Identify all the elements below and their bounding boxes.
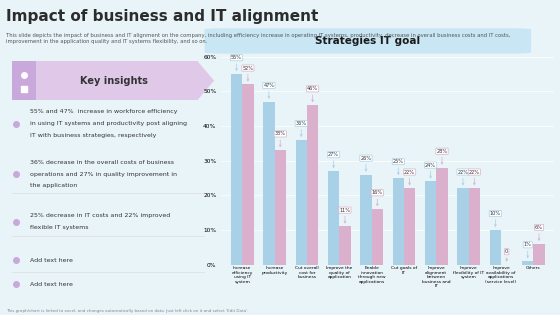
Bar [393, 178, 404, 265]
Text: 0: 0 [505, 249, 508, 261]
Bar [489, 230, 501, 265]
FancyBboxPatch shape [12, 61, 36, 100]
Bar [469, 188, 480, 265]
Bar [274, 150, 286, 265]
Text: 33%: 33% [275, 131, 286, 147]
Text: 55% and 47%  increase in workforce efficiency: 55% and 47% increase in workforce effici… [30, 109, 178, 114]
Text: 36% decrease in the overall costs of business: 36% decrease in the overall costs of bus… [30, 159, 174, 164]
Text: 55%: 55% [231, 55, 242, 71]
Polygon shape [198, 61, 214, 100]
Text: 11%: 11% [339, 208, 351, 223]
Text: 47%: 47% [263, 83, 274, 98]
Text: 25% decrease in IT costs and 22% improved: 25% decrease in IT costs and 22% improve… [30, 213, 170, 218]
Bar [328, 171, 339, 265]
Text: Impact of business and IT alignment: Impact of business and IT alignment [6, 9, 318, 25]
Text: 22%: 22% [469, 169, 480, 185]
Bar [436, 168, 447, 265]
Text: Strategies IT goal: Strategies IT goal [315, 36, 421, 46]
Text: 25%: 25% [393, 159, 404, 175]
Text: 22%: 22% [458, 169, 469, 185]
Text: 52%: 52% [242, 66, 253, 81]
Bar [339, 226, 351, 265]
Text: 6%: 6% [535, 225, 543, 240]
Text: flexible IT systems: flexible IT systems [30, 225, 88, 230]
Bar [425, 181, 436, 265]
Text: 10%: 10% [490, 211, 501, 226]
Bar [242, 84, 254, 265]
Bar [458, 188, 469, 265]
Bar [360, 175, 372, 265]
Text: Key insights: Key insights [80, 76, 148, 86]
Bar [231, 74, 242, 265]
Text: 46%: 46% [307, 86, 318, 102]
Text: 27%: 27% [328, 152, 339, 168]
Text: 1%: 1% [524, 242, 531, 258]
Bar [533, 244, 545, 265]
FancyBboxPatch shape [204, 28, 531, 54]
Text: 28%: 28% [436, 149, 447, 164]
Text: 26%: 26% [361, 156, 371, 171]
Text: 16%: 16% [372, 190, 383, 206]
Text: Add text here: Add text here [30, 258, 73, 263]
Bar [296, 140, 307, 265]
Text: 24%: 24% [425, 163, 436, 178]
Text: IT with business strategies, respectively: IT with business strategies, respectivel… [30, 133, 156, 138]
Text: in using IT systems and productivity post aligning: in using IT systems and productivity pos… [30, 121, 187, 126]
Bar [372, 209, 383, 265]
Text: This graph/chart is linked to excel, and changes automatically based on data. Ju: This graph/chart is linked to excel, and… [6, 309, 248, 313]
Text: This slide depicts the impact of business and IT alignment on the company, inclu: This slide depicts the impact of busines… [6, 33, 510, 44]
Bar [307, 105, 318, 265]
Text: 22%: 22% [404, 169, 415, 185]
Bar [263, 102, 274, 265]
FancyBboxPatch shape [30, 61, 198, 100]
Text: the application: the application [30, 183, 77, 188]
Text: Add text here: Add text here [30, 282, 73, 287]
Bar [404, 188, 416, 265]
Text: 36%: 36% [296, 121, 307, 136]
Bar [522, 261, 533, 265]
Text: operations and 27% in quality improvement in: operations and 27% in quality improvemen… [30, 171, 177, 176]
